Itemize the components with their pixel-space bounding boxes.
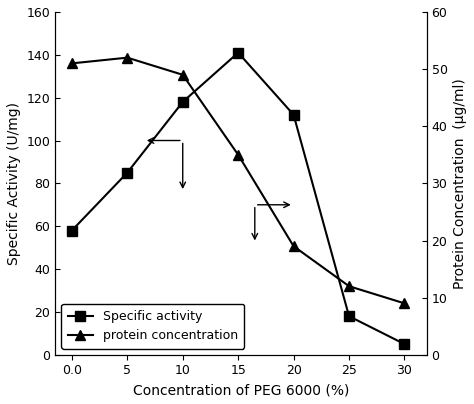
Legend: Specific activity, protein concentration: Specific activity, protein concentration (62, 304, 244, 349)
Y-axis label: Specific Activity (U/mg): Specific Activity (U/mg) (7, 102, 21, 265)
Y-axis label: Protein Concentration  (μg/ml): Protein Concentration (μg/ml) (453, 78, 467, 289)
X-axis label: Concentration of PEG 6000 (%): Concentration of PEG 6000 (%) (133, 383, 349, 397)
